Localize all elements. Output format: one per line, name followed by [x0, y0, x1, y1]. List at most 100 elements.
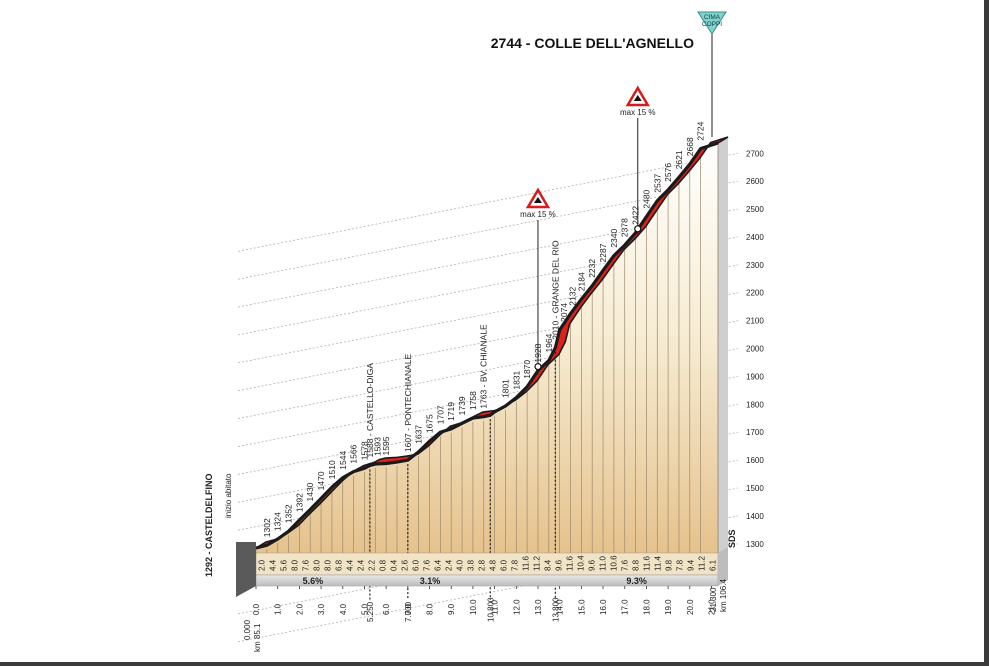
y-tick-label: 2500	[746, 205, 764, 214]
altitude-label: 1801	[500, 379, 510, 398]
gradient-value: 4.0	[456, 559, 465, 571]
gradient-value: 11.2	[698, 555, 707, 571]
special-km-label: 13.800	[551, 597, 560, 622]
profile-side-face	[718, 137, 728, 575]
gradient-value: 6.1	[709, 559, 718, 571]
gradient-value: 0.8	[379, 559, 388, 571]
altitude-label: 1964	[544, 333, 554, 352]
finish-race-km: km 106.4	[719, 579, 728, 612]
altitude-label: 2074	[559, 303, 569, 322]
gradient-value: 8.8	[632, 559, 641, 571]
y-tick-label: 2600	[746, 177, 764, 186]
gridline	[237, 152, 739, 252]
km-tick-label: 21.0	[707, 599, 716, 615]
altitude-label: 2287	[598, 243, 608, 262]
altitude-label: 1392	[294, 493, 304, 512]
gradient-value: 11.2	[533, 555, 542, 571]
altitude-label: 1352	[284, 504, 294, 523]
gradient-value: 11.6	[566, 555, 575, 571]
altitude-label: 2232	[587, 259, 597, 278]
gradient-value: 4.4	[269, 559, 278, 571]
gradient-value: 11.4	[654, 555, 663, 571]
km-tick-label: 6.0	[382, 603, 391, 615]
altitude-label: 1578	[359, 441, 369, 460]
altitude-label: 2010 - GRANGE DEL RIO	[550, 240, 560, 340]
gradient-value: 5.6	[280, 559, 289, 571]
max-point	[634, 225, 642, 233]
altitude-label: 1302	[262, 518, 272, 537]
start-label: 1292 - CASTELDELFINO	[204, 473, 214, 577]
altitude-label: 1470	[316, 471, 326, 490]
altitude-label: 2340	[609, 229, 619, 248]
altitude-label: 1831	[511, 370, 521, 389]
altitude-label: 1870	[522, 360, 532, 379]
km-tick-label: 20.0	[686, 599, 695, 615]
avg-gradient: 3.1%	[420, 576, 441, 586]
y-tick-label: 2100	[746, 317, 764, 326]
km-tick-label: 0.0	[252, 603, 261, 615]
y-tick-label: 1900	[746, 372, 764, 381]
altitude-label: 2378	[620, 218, 630, 237]
km-tick-label: 18.0	[642, 599, 651, 615]
gradient-value: 11.6	[643, 555, 652, 571]
gridline	[237, 180, 739, 280]
gradient-value: 6.4	[434, 559, 443, 571]
km-tick-label: 8.0	[426, 603, 435, 615]
y-tick-label: 2300	[746, 261, 764, 270]
gradient-value: 11.0	[599, 555, 608, 571]
altitude-label: 1430	[305, 482, 315, 501]
gradient-value: 8.0	[313, 559, 322, 571]
altitude-label: 1566	[349, 444, 359, 463]
gradient-value: 6.0	[500, 559, 509, 571]
km-tick-label: 9.0	[447, 603, 456, 615]
base-band	[255, 574, 719, 587]
gradient-value: 2.2	[368, 559, 377, 571]
cima-coppi-badge	[697, 11, 727, 35]
altitude-label: 1595	[381, 436, 391, 455]
gradient-value: 2.6	[401, 559, 410, 571]
gradient-value: 2.0	[258, 559, 267, 571]
km-tick-label: 4.0	[339, 603, 348, 615]
gradient-value: 8.0	[291, 559, 300, 571]
start-km-label: 0.000	[243, 619, 252, 640]
altitude-label: 2184	[576, 272, 586, 291]
altitude-label: 2132	[568, 287, 578, 306]
altitude-label: 1324	[273, 512, 283, 531]
y-tick-label: 1300	[746, 540, 764, 549]
altitude-label: 1588 - CASTELLO-DIGA	[365, 363, 375, 458]
km-tick-label: 13.0	[534, 599, 543, 615]
altitude-label: 2422	[631, 206, 641, 225]
cima-coppi-text: COPPI	[702, 21, 722, 28]
gradient-value: 7.8	[676, 559, 685, 571]
altitude-label: 1510	[327, 460, 337, 479]
avg-gradient: 9.3%	[626, 576, 647, 586]
y-tick-label: 1800	[746, 400, 764, 409]
gradient-value: 4.8	[489, 559, 498, 571]
gradient-value: 8.4	[544, 559, 553, 571]
special-km-label: 5.250	[366, 601, 375, 622]
gradient-value: 2.8	[478, 559, 487, 571]
altitude-label: 1739	[457, 396, 467, 415]
max-gradient-label: max 15 %	[520, 210, 556, 219]
gradient-value: 10.4	[577, 555, 586, 571]
gradient-value: 6.8	[335, 559, 344, 571]
y-tick-label: 2200	[746, 289, 764, 298]
special-km-label: 10.800	[486, 597, 495, 622]
km-tick-label: 10.0	[469, 599, 478, 615]
km-tick-label: 3.0	[317, 603, 326, 615]
gradient-value: 6.0	[412, 559, 421, 571]
gradient-value: 11.6	[522, 555, 531, 571]
summit-label: 2744 - COLLE DELL'AGNELLO	[491, 35, 694, 51]
km-tick-label: 5.0	[360, 603, 369, 615]
gradient-value: 9.4	[687, 559, 696, 571]
sds-label: SDS	[727, 529, 737, 548]
base-side	[718, 547, 728, 586]
altitude-label: 2480	[641, 189, 651, 208]
altitude-label: 1544	[338, 451, 348, 470]
max-gradient-label: max 15 %	[620, 108, 656, 117]
y-tick-label: 2400	[746, 233, 764, 242]
y-tick-label: 1700	[746, 428, 764, 437]
max-warning-symbol	[533, 197, 542, 203]
gradient-value: 9.6	[588, 559, 597, 571]
gradient-value: 0.4	[390, 559, 399, 571]
